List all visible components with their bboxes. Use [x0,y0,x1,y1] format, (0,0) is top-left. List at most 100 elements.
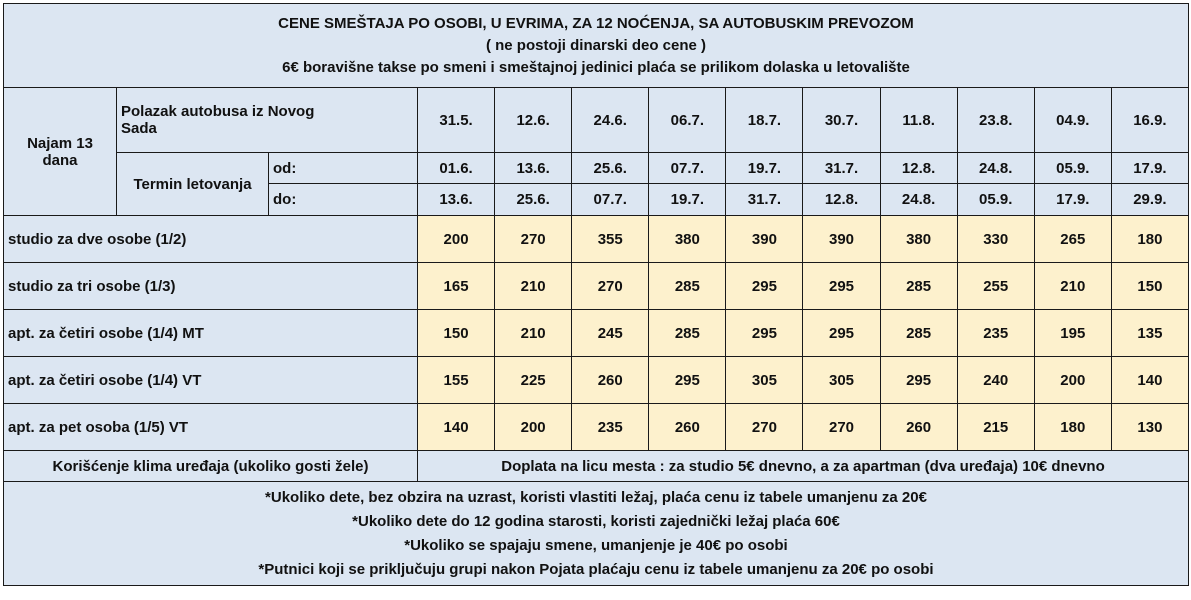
departure-date: 18.7. [725,87,804,153]
term-label: Termin letovanja [116,152,269,216]
klima-label: Korišćenje klima uređaja (ukoliko gosti … [3,450,418,482]
header-title: CENE SMEŠTAJA PO OSOBI, U EVRIMA, ZA 12 … [278,14,914,32]
price-cell: 225 [494,356,573,404]
from-date: 07.7. [648,152,727,184]
price-cell: 330 [956,215,1035,263]
header-subtitle: ( ne postoji dinarski deo cene ) [485,36,707,54]
price-cell: 355 [571,215,650,263]
accommodation-label: studio za tri osobe (1/3) [3,262,418,310]
price-cell: 295 [802,262,881,310]
from-label: od: [268,152,418,184]
footer-notes: *Ukoliko dete, bez obzira na uzrast, kor… [3,481,1189,586]
price-cell: 235 [571,403,650,451]
departure-date: 23.8. [956,87,1035,153]
price-cell: 200 [494,403,573,451]
price-cell: 245 [571,309,650,357]
to-label: do: [268,183,418,216]
price-cell: 380 [648,215,727,263]
from-date: 24.8. [956,152,1035,184]
price-cell: 255 [956,262,1035,310]
footer-note: *Ukoliko se spajaju smene, umanjenje je … [404,536,788,554]
price-cell: 285 [879,309,958,357]
price-cell: 270 [802,403,881,451]
price-cell: 240 [956,356,1035,404]
to-date: 25.6. [494,183,573,216]
price-cell: 235 [956,309,1035,357]
price-cell: 285 [879,262,958,310]
price-cell: 295 [725,262,804,310]
price-cell: 285 [648,309,727,357]
price-cell: 165 [416,262,496,310]
price-cell: 210 [1033,262,1112,310]
price-cell: 305 [725,356,804,404]
price-table: CENE SMEŠTAJA PO OSOBI, U EVRIMA, ZA 12 … [3,3,1189,586]
accommodation-label: studio za dve osobe (1/2) [3,215,418,263]
price-cell: 295 [725,309,804,357]
price-cell: 200 [416,215,496,263]
price-cell: 270 [494,215,573,263]
price-cell: 260 [648,403,727,451]
price-cell: 390 [725,215,804,263]
price-cell: 260 [879,403,958,451]
price-cell: 295 [648,356,727,404]
price-cell: 305 [802,356,881,404]
table-row: apt. za pet osoba (1/5) VT 140 200 235 260 27… [3,403,1189,451]
price-cell: 180 [1110,215,1189,263]
price-cell: 265 [1033,215,1112,263]
price-cell: 380 [879,215,958,263]
price-cell: 150 [1110,262,1189,310]
footer-note: *Putnici koji se priključuju grupi nakon… [258,560,934,578]
from-date: 12.8. [879,152,958,184]
departure-date: 31.5. [416,87,496,153]
to-date: 05.9. [956,183,1035,216]
to-date: 19.7. [648,183,727,216]
to-date: 29.9. [1110,183,1189,216]
departure-date: 16.9. [1110,87,1189,153]
departure-date: 30.7. [802,87,881,153]
to-date: 31.7. [725,183,804,216]
table-row: apt. za četiri osobe (1/4) VT 155 225 260 29… [3,356,1189,404]
price-cell: 180 [1033,403,1112,451]
price-cell: 210 [494,309,573,357]
price-cell: 285 [648,262,727,310]
table-row: studio za tri osobe (1/3) 165 210 270 285 295… [3,262,1189,310]
table-row: apt. za četiri osobe (1/4) MT 150 210 245 28… [3,309,1189,357]
rental-label: Najam 13 dana [3,87,117,216]
from-date: 13.6. [494,152,573,184]
to-date: 24.8. [879,183,958,216]
header-note: 6€ boravišne takse po smeni i smeštajnoj… [282,58,910,76]
departure-label: Polazak autobusa iz Novog Sada [116,87,418,153]
to-date: 13.6. [416,183,496,216]
footer-note: *Ukoliko dete, bez obzira na uzrast, kor… [265,488,927,506]
price-cell: 215 [956,403,1035,451]
klima-row: Korišćenje klima uređaja (ukoliko gosti … [3,450,1189,482]
accommodation-label: apt. za četiri osobe (1/4) VT [3,356,418,404]
from-date: 05.9. [1033,152,1112,184]
footer-row: *Ukoliko dete, bez obzira na uzrast, kor… [3,481,1189,586]
price-cell: 135 [1110,309,1189,357]
departure-date: 24.6. [571,87,650,153]
table-header: CENE SMEŠTAJA PO OSOBI, U EVRIMA, ZA 12 … [3,3,1189,88]
price-cell: 260 [571,356,650,404]
accommodation-label: apt. za pet osoba (1/5) VT [3,403,418,451]
from-date: 17.9. [1110,152,1189,184]
to-date: 17.9. [1033,183,1112,216]
klima-value: Doplata na licu mesta : za studio 5€ dne… [417,450,1189,482]
price-cell: 270 [571,262,650,310]
price-cell: 295 [879,356,958,404]
price-cell: 155 [416,356,496,404]
to-date: 07.7. [571,183,650,216]
price-cell: 140 [416,403,496,451]
departure-date: 06.7. [648,87,727,153]
from-date: 01.6. [416,152,496,184]
price-cell: 295 [802,309,881,357]
price-cell: 270 [725,403,804,451]
accommodation-label: apt. za četiri osobe (1/4) MT [3,309,418,357]
price-cell: 150 [416,309,496,357]
price-cell: 130 [1110,403,1189,451]
departure-date: 04.9. [1033,87,1112,153]
from-date: 31.7. [802,152,881,184]
price-cell: 210 [494,262,573,310]
price-cell: 200 [1033,356,1112,404]
table-row: studio za dve osobe (1/2) 200 270 355 380 390… [3,215,1189,263]
